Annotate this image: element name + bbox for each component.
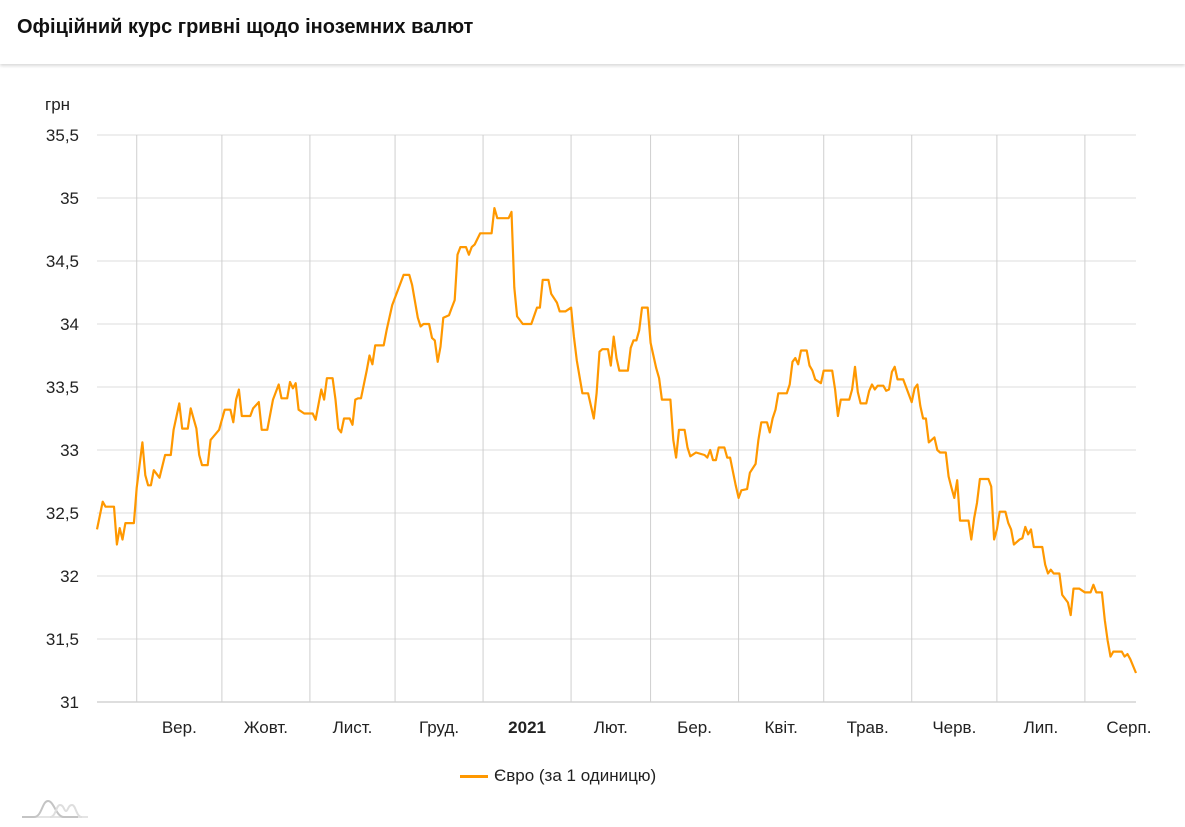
- y-tick-label: 35: [60, 189, 79, 208]
- x-tick-label: Лип.: [1024, 718, 1059, 737]
- legend[interactable]: Євро (за 1 одиницю): [460, 766, 656, 786]
- y-tick-label: 31: [60, 693, 79, 712]
- y-axis-label: грн: [45, 95, 70, 114]
- x-tick-label: Груд.: [419, 718, 459, 737]
- y-tick-label: 34,5: [46, 252, 79, 271]
- x-axis-ticks: Вер. Жовт. Лист. Груд. 2021 Лют. Бер. Квіт. Трав…: [162, 718, 1152, 737]
- page-title: Офіційний курс гривні щодо іноземних вал…: [17, 16, 474, 38]
- x-tick-label: Трав.: [847, 718, 889, 737]
- x-tick-label: Вер.: [162, 718, 197, 737]
- y-tick-label: 32: [60, 567, 79, 586]
- x-tick-label: Серп.: [1106, 718, 1151, 737]
- x-tick-label: Лют.: [594, 718, 628, 737]
- header: Офіційний курс гривні щодо іноземних вал…: [0, 0, 1185, 64]
- logo-icon: [22, 799, 88, 818]
- x-tick-label: Лист.: [333, 718, 373, 737]
- y-tick-label: 35,5: [46, 126, 79, 145]
- grid: [97, 134, 1136, 703]
- x-tick-label: 2021: [508, 718, 546, 737]
- series-line-euro[interactable]: [95, 207, 1138, 674]
- x-tick-label: Черв.: [932, 718, 976, 737]
- series-group: [95, 207, 1138, 674]
- y-axis-ticks: 31 31,5 32 32,5 33 33,5 34 34,5 35 35,5: [46, 126, 79, 712]
- x-tick-label: Бер.: [677, 718, 712, 737]
- legend-swatch: [460, 774, 488, 778]
- legend-label: Євро (за 1 одиницю): [494, 766, 657, 785]
- y-tick-label: 33,5: [46, 378, 79, 397]
- x-tick-label: Жовт.: [244, 718, 288, 737]
- y-tick-label: 32,5: [46, 504, 79, 523]
- x-tick-label: Квіт.: [764, 718, 797, 737]
- y-tick-label: 33: [60, 441, 79, 460]
- y-tick-label: 31,5: [46, 630, 79, 649]
- y-tick-label: 34: [60, 315, 79, 334]
